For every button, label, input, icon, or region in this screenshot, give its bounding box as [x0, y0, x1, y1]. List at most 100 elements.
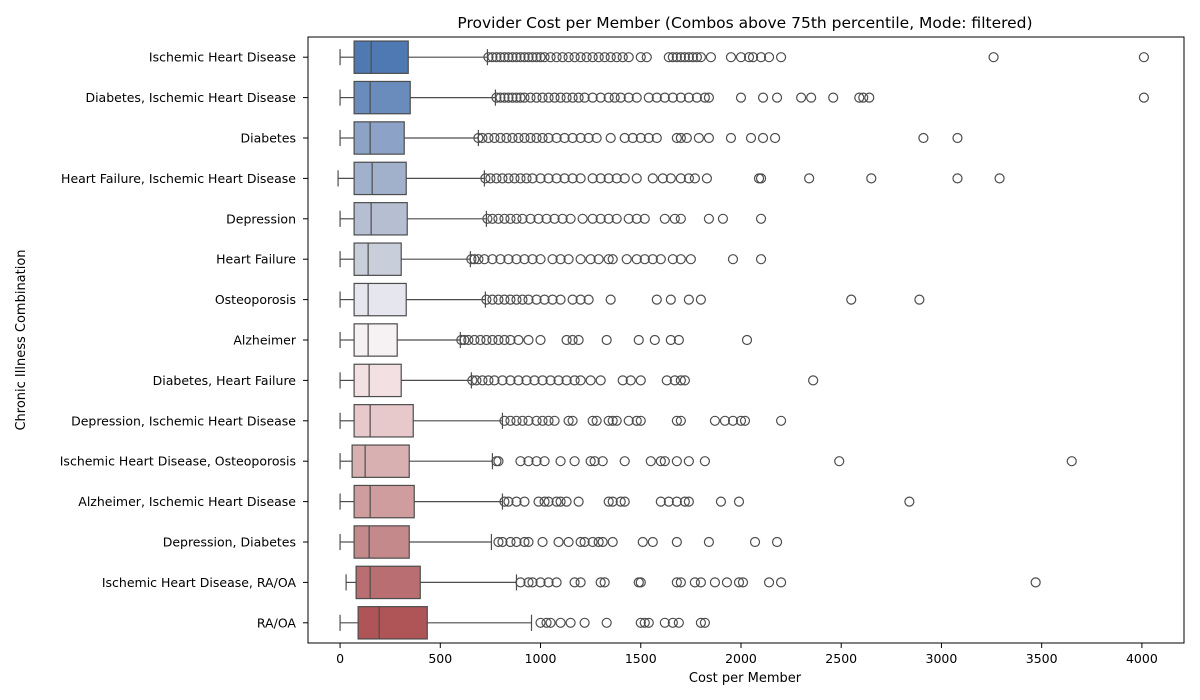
outlier-point [575, 52, 586, 63]
outlier-point [501, 132, 512, 144]
box-group [339, 404, 787, 438]
outlier-point [695, 52, 706, 63]
outlier-point [527, 173, 538, 184]
chart-title: Provider Cost per Member (Combos above 7… [457, 14, 1032, 32]
outlier-point [491, 52, 502, 63]
outlier-point [631, 92, 642, 103]
outlier-point [904, 496, 915, 507]
box-group [339, 606, 711, 640]
outlier-point [493, 334, 504, 346]
outlier-point [587, 415, 598, 426]
outlier-point [555, 92, 566, 103]
x-axis: 0 500 1000 1500 2000 2500 3000 3500 4000 [336, 643, 1158, 666]
outlier-point [679, 52, 690, 63]
outlier-point [511, 52, 522, 63]
outlier-point [601, 617, 612, 628]
outlier-point [733, 496, 745, 507]
iqr-box [353, 525, 410, 559]
outlier-point [579, 617, 590, 628]
outlier-point [489, 132, 500, 144]
outlier-point [709, 577, 721, 588]
outlier-point [535, 577, 546, 588]
outlier-point [539, 496, 550, 507]
outlier-point [639, 254, 650, 265]
outlier-point [637, 536, 648, 548]
outlier-point [531, 415, 542, 426]
outlier-point [834, 456, 845, 467]
outlier-point [573, 496, 584, 507]
x-tick-label: 2000 [725, 651, 757, 666]
outlier-point [673, 334, 684, 346]
box-series [337, 40, 1150, 640]
outlier-point [663, 52, 674, 63]
outlier-point [587, 92, 598, 103]
outlier-point [739, 415, 751, 426]
outlier-point [683, 294, 694, 305]
outlier-point [755, 254, 767, 265]
outlier-point [523, 415, 534, 426]
outlier-point [555, 496, 566, 507]
outlier-point [605, 132, 616, 144]
outlier-point [535, 173, 546, 184]
outlier-point [607, 496, 618, 507]
outlier-point [623, 213, 634, 224]
outlier-point [675, 577, 686, 588]
outlier-point [497, 375, 508, 386]
outlier-point [456, 334, 467, 346]
outlier-point [1030, 577, 1041, 588]
box-group [339, 40, 1150, 74]
outlier-point [587, 52, 598, 63]
outlier-point [675, 213, 686, 224]
outlier-point [771, 536, 783, 548]
outlier-point [685, 254, 696, 265]
outlier-point [575, 254, 586, 265]
outlier-point [469, 334, 480, 346]
outlier-point [481, 294, 492, 305]
outlier-point [775, 52, 787, 63]
outlier-point [539, 294, 550, 305]
outlier-point [561, 496, 572, 507]
outlier-point [763, 52, 775, 63]
outlier-point [551, 132, 562, 144]
outlier-point [599, 52, 610, 63]
iqr-box [357, 606, 428, 640]
outlier-point [563, 254, 574, 265]
outlier-point [603, 213, 614, 224]
y-tick-label: Alzheimer [233, 333, 297, 348]
outlier-point [655, 496, 666, 507]
outlier-point [515, 456, 526, 467]
outlier-point [659, 92, 670, 103]
outlier-point [511, 92, 522, 103]
outlier-point [699, 92, 711, 103]
y-tick-label: Heart Failure, Ischemic Heart Disease [61, 171, 296, 186]
outlier-point [559, 173, 570, 184]
outlier-point [753, 173, 765, 184]
outlier-point [547, 294, 558, 305]
outlier-point [563, 415, 574, 426]
outlier-point [665, 294, 676, 305]
outlier-point [603, 173, 614, 184]
outlier-point [499, 92, 510, 103]
iqr-box [353, 121, 405, 155]
outlier-point [657, 173, 668, 184]
outlier-point [695, 294, 706, 305]
outlier-point [749, 536, 761, 548]
outlier-point [537, 132, 548, 144]
outlier-point [480, 173, 491, 184]
iqr-box [353, 40, 409, 74]
outlier-point [597, 536, 608, 548]
outlier-point [543, 173, 554, 184]
outlier-point [553, 536, 564, 548]
outlier-point [675, 254, 686, 265]
outlier-point [683, 173, 694, 184]
y-tick-label: Depression, Diabetes [163, 535, 296, 550]
outlier-point [643, 92, 654, 103]
outlier-point [695, 577, 706, 588]
outlier-point [467, 375, 478, 386]
outlier-point [683, 52, 694, 63]
outlier-point [503, 496, 514, 507]
outlier-point [561, 375, 572, 386]
outlier-point [531, 132, 542, 144]
outlier-point [635, 375, 646, 386]
